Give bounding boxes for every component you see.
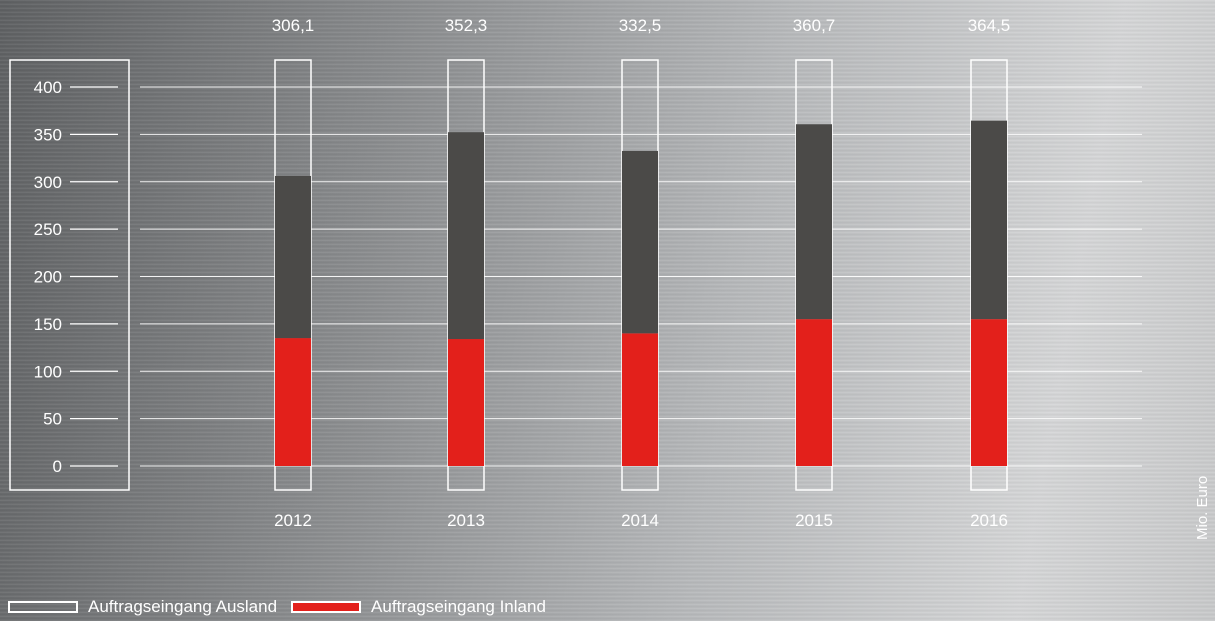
y-tick-label: 300 xyxy=(34,173,62,192)
total-label: 306,1 xyxy=(272,16,315,35)
total-label: 332,5 xyxy=(619,16,662,35)
bar-inland xyxy=(796,319,832,466)
legend-swatch-ausland xyxy=(8,601,78,613)
y-tick-label: 400 xyxy=(34,78,62,97)
y-tick-label: 50 xyxy=(43,410,62,429)
bar-ausland xyxy=(971,120,1007,320)
bar-ausland xyxy=(448,132,484,340)
x-tick-label: 2016 xyxy=(970,511,1008,530)
x-tick-label: 2015 xyxy=(795,511,833,530)
total-label: 352,3 xyxy=(445,16,488,35)
bar-inland xyxy=(275,338,311,466)
legend-label-inland: Auftragseingang Inland xyxy=(371,597,546,616)
legend-swatch-inland xyxy=(291,601,362,613)
bar-ausland xyxy=(622,150,658,334)
legend-item-inland: Auftragseingang Inland xyxy=(291,597,546,617)
y-tick-label: 150 xyxy=(34,315,62,334)
x-tick-label: 2012 xyxy=(274,511,312,530)
legend: Auftragseingang Ausland Auftragseingang … xyxy=(8,596,552,618)
x-tick-label: 2014 xyxy=(621,511,659,530)
y-tick-label: 0 xyxy=(53,457,62,476)
y-tick-label: 200 xyxy=(34,268,62,287)
x-tick-label: 2013 xyxy=(447,511,485,530)
y-tick-label: 100 xyxy=(34,362,62,381)
bar-inland xyxy=(448,339,484,466)
unit-label: Mio. Euro xyxy=(1194,475,1211,540)
total-label: 364,5 xyxy=(968,16,1011,35)
bar-ausland xyxy=(796,124,832,320)
bar-inland xyxy=(622,333,658,466)
bar-ausland xyxy=(275,175,311,339)
legend-item-ausland: Auftragseingang Ausland xyxy=(8,597,277,617)
y-tick-label: 350 xyxy=(34,125,62,144)
legend-label-ausland: Auftragseingang Ausland xyxy=(88,597,278,616)
total-label: 360,7 xyxy=(793,16,836,35)
y-tick-label: 250 xyxy=(34,220,62,239)
bar-inland xyxy=(971,319,1007,466)
y-axis-frame xyxy=(9,59,130,491)
